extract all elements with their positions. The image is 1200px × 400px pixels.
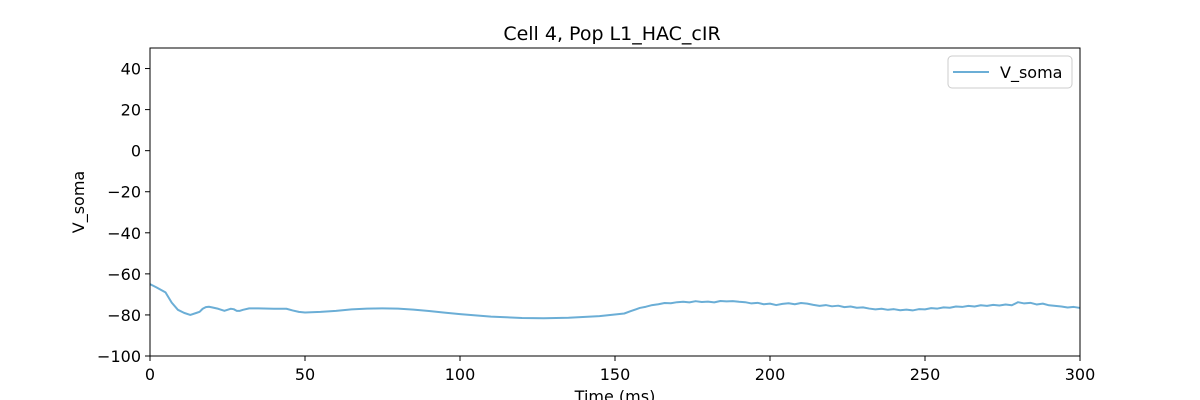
y-axis-label: V_soma — [69, 171, 89, 233]
y-tick-label: 0 — [131, 142, 141, 161]
x-tick-label: 300 — [1065, 365, 1096, 384]
y-tick-label: −20 — [107, 183, 141, 202]
x-tick-label: 0 — [145, 365, 155, 384]
x-axis-label: Time (ms) — [574, 387, 656, 400]
y-tick-label: −60 — [107, 265, 141, 284]
x-tick-label: 150 — [600, 365, 631, 384]
x-tick-label: 250 — [910, 365, 941, 384]
y-axis-ticks: −100 −80 −60 −40 −20 0 20 40 — [97, 60, 150, 366]
y-tick-label: 40 — [121, 60, 141, 79]
series-line-v-soma — [149, 283, 1081, 320]
y-tick-label: 20 — [121, 101, 141, 120]
legend-box — [947, 55, 1073, 89]
y-tick-label: −80 — [107, 306, 141, 325]
y-tick-label: −100 — [97, 347, 141, 366]
legend-label-v-soma: V_soma — [1000, 63, 1062, 83]
x-tick-label: 100 — [445, 365, 476, 384]
y-tick-label: −40 — [107, 224, 141, 243]
chart-title: Cell 4, Pop L1_HAC_cIR — [503, 23, 720, 45]
x-tick-label: 50 — [295, 365, 315, 384]
x-axis-ticks: 0 50 100 150 200 250 300 — [145, 356, 1095, 384]
plot-area — [149, 47, 1081, 357]
x-tick-label: 200 — [755, 365, 786, 384]
legend: V_soma — [947, 55, 1073, 89]
